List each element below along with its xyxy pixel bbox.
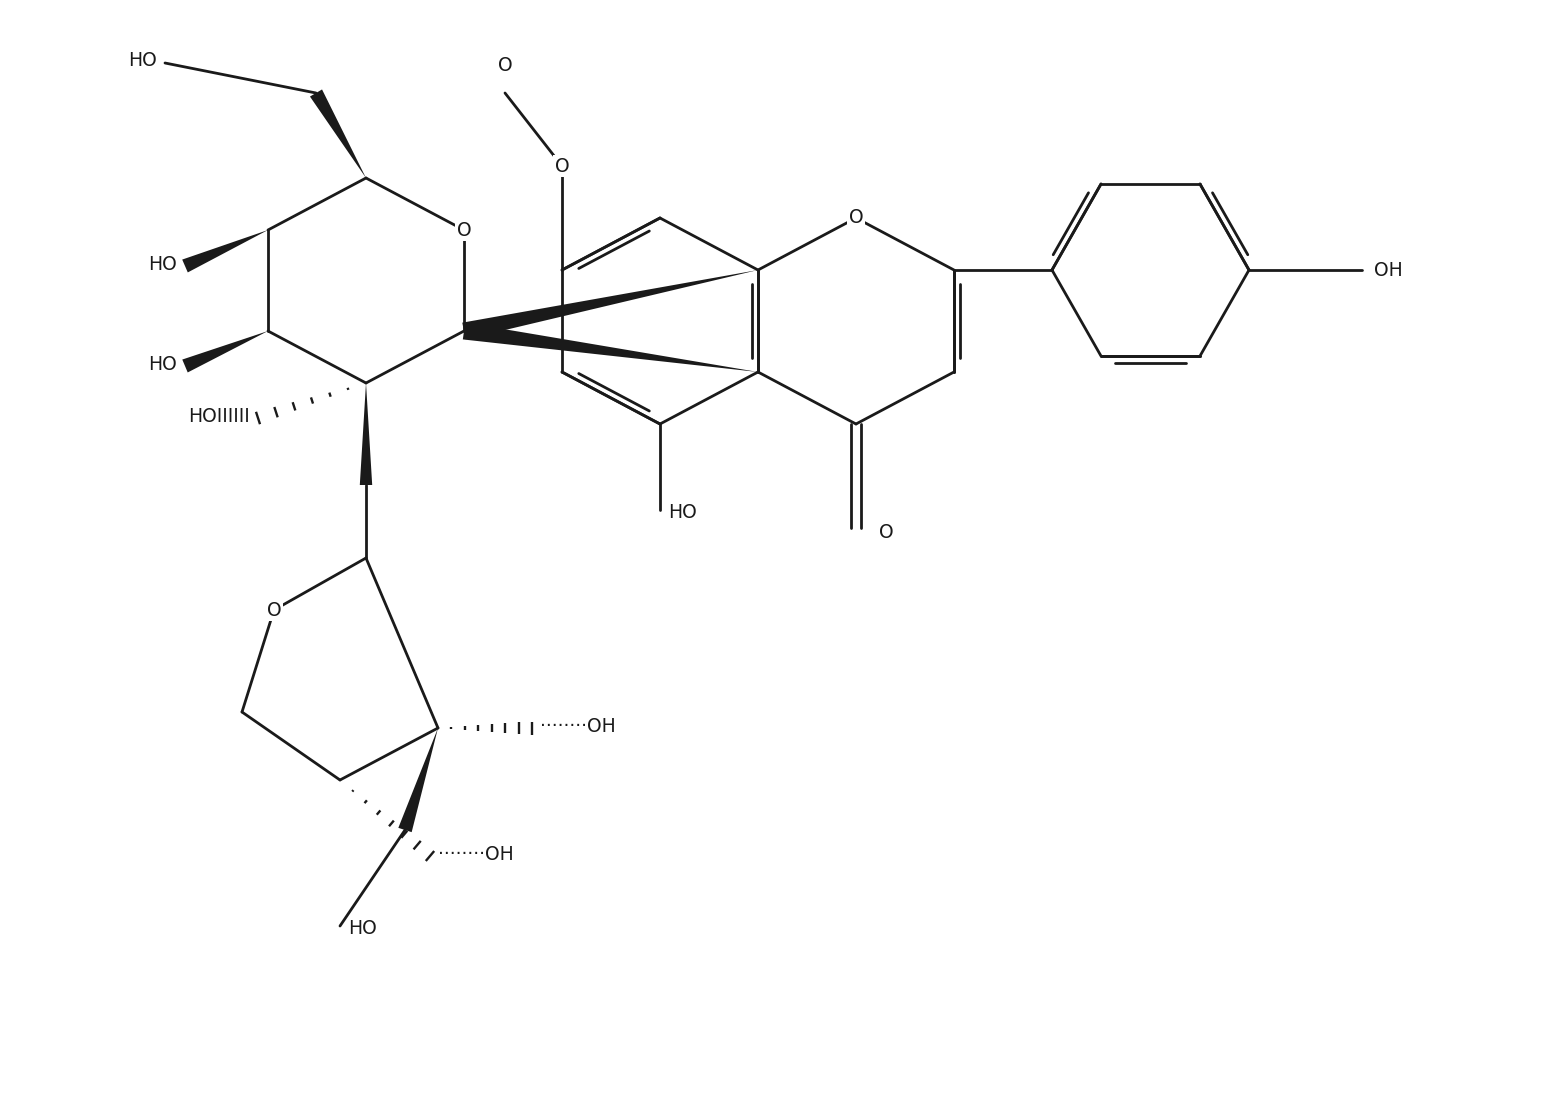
- Text: OH: OH: [1374, 260, 1402, 280]
- Text: ········OH: ········OH: [540, 717, 615, 736]
- Text: HO: HO: [348, 919, 377, 938]
- Polygon shape: [182, 330, 267, 372]
- Text: HOIΙΙΙΙΙ: HOIΙΙΙΙΙ: [189, 406, 250, 426]
- Text: O: O: [555, 157, 569, 176]
- Text: O: O: [878, 524, 894, 542]
- Polygon shape: [462, 323, 758, 372]
- Polygon shape: [462, 270, 758, 339]
- Text: HO: HO: [148, 355, 176, 373]
- Text: HO: HO: [148, 255, 176, 273]
- Text: O: O: [498, 56, 512, 75]
- Polygon shape: [182, 229, 267, 272]
- Text: HO: HO: [128, 52, 158, 70]
- Text: O: O: [456, 221, 472, 239]
- Text: ········OH: ········OH: [438, 844, 513, 863]
- Polygon shape: [360, 383, 373, 485]
- Polygon shape: [399, 728, 438, 832]
- Polygon shape: [309, 89, 366, 178]
- Text: O: O: [267, 601, 281, 619]
- Text: HO: HO: [668, 503, 697, 522]
- Text: O: O: [849, 209, 863, 227]
